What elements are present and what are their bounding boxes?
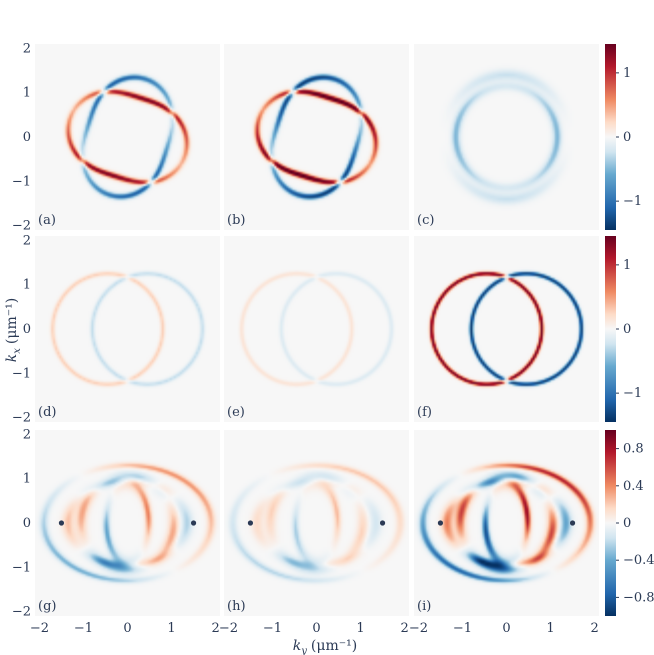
heatmap-image [35, 236, 220, 422]
x-tick-label: 1 [546, 621, 554, 636]
heatmap-image [35, 44, 220, 230]
y-tick-label: 0 [23, 516, 31, 531]
heatmap-image [35, 430, 220, 616]
panel-a: (a) [35, 44, 220, 230]
panel-label: (i) [417, 599, 431, 614]
colorbar-gradient [605, 236, 616, 422]
heatmap-image [224, 236, 409, 422]
y-tick-label: 2 [23, 233, 31, 248]
heatmap-image [224, 44, 409, 230]
x-axis-title-unit: (μm⁻¹) [311, 638, 357, 654]
x-tick-label: 2 [590, 621, 598, 636]
y-tick-label: −1 [12, 560, 31, 575]
panel-label: (e) [227, 405, 245, 420]
colorbar-row-1: 1 0 −1 [605, 44, 642, 230]
panel-i: (i) [414, 430, 599, 616]
heatmap-image [224, 430, 409, 616]
y-tick-label: 1 [23, 278, 31, 293]
x-tick-label: 0 [502, 621, 510, 636]
colorbar-row-3: 0.8 0.4 0 −0.4 −0.8 [605, 430, 654, 616]
x-tick-label: −1 [453, 621, 472, 636]
panel-label: (g) [38, 599, 56, 614]
heatmap-image [414, 430, 599, 616]
colorbar-tick-label: 1 [623, 258, 631, 273]
x-axis-title-subscript: y [300, 646, 307, 655]
colorbar-tick-label: −0.4 [623, 553, 654, 568]
panel-label: (f) [417, 405, 432, 420]
panels-layer: (a) (b) (c) (d) (e) (f) (g) (h) (i) [35, 44, 599, 616]
colorbar-tick-label: 0.4 [623, 479, 644, 494]
colorbar-tick-label: −0.8 [623, 590, 654, 605]
x-tick-label: −1 [263, 621, 282, 636]
x-tick-label: 2 [211, 621, 219, 636]
axes-layer: ky (μm⁻¹) kx(μm⁻¹) −2−1012−2−1012−2−1012−… [4, 41, 599, 655]
colorbar-tick-label: 0 [623, 130, 631, 145]
panel-label: (a) [38, 213, 56, 228]
panel-d: (d) [35, 236, 220, 422]
x-tick-label: −2 [219, 621, 238, 636]
marker-point [58, 520, 65, 526]
panel-c: (c) [414, 44, 599, 230]
panel-g: (g) [35, 430, 220, 616]
marker-point [569, 520, 576, 526]
colorbar-gradient [605, 44, 616, 230]
colorbar-tick-label: 0 [623, 516, 631, 531]
x-tick-label: 0 [123, 621, 131, 636]
panel-label: (b) [227, 213, 245, 228]
y-tick-label: 2 [23, 427, 31, 442]
y-tick-label: −2 [12, 411, 31, 426]
colorbar-gradient [605, 430, 616, 616]
y-axis-title-subscript: x [12, 348, 23, 354]
y-tick-label: −1 [12, 174, 31, 189]
panel-b: (b) [224, 44, 409, 230]
y-tick-label: −2 [12, 219, 31, 234]
x-tick-label: −1 [74, 621, 93, 636]
colorbars-layer: 1 0 −1 1 0 −1 0.8 0.4 0 −0.4 −0.8 [605, 44, 654, 616]
marker-point [437, 520, 444, 526]
y-tick-label: 2 [23, 41, 31, 56]
marker-point [247, 520, 254, 526]
x-tick-label: 1 [167, 621, 175, 636]
x-tick-label: −2 [30, 621, 49, 636]
y-tick-label: 1 [23, 472, 31, 487]
colorbar-tick-label: 0 [623, 322, 631, 337]
y-tick-label: 0 [23, 130, 31, 145]
panel-e: (e) [224, 236, 409, 422]
y-tick-label: 1 [23, 86, 31, 101]
x-axis-title-symbol: k [293, 638, 301, 654]
marker-point [379, 520, 386, 526]
panel-label: (d) [38, 405, 56, 420]
y-tick-label: −2 [12, 605, 31, 620]
x-tick-label: 0 [312, 621, 320, 636]
panel-f: (f) [414, 236, 599, 422]
y-axis-title-symbol: k [4, 354, 20, 362]
heatmap-image [414, 236, 599, 422]
colorbar-tick-label: 0.8 [623, 442, 644, 457]
y-axis-title-unit: (μm⁻¹) [4, 298, 20, 344]
x-axis-title: ky (μm⁻¹) [293, 638, 357, 655]
panel-label: (c) [417, 213, 434, 228]
colorbar-tick-label: 1 [623, 66, 631, 81]
panel-h: (h) [224, 430, 409, 616]
y-tick-label: −1 [12, 366, 31, 381]
x-tick-label: −2 [409, 621, 428, 636]
x-tick-label: 1 [356, 621, 364, 636]
y-tick-label: 0 [23, 322, 31, 337]
colorbar-tick-label: −1 [623, 386, 642, 401]
panel-label: (h) [227, 599, 246, 614]
x-tick-label: 2 [400, 621, 408, 636]
y-axis-title: kx (μm⁻¹) [4, 298, 23, 362]
heatmap-image [414, 44, 599, 230]
colorbar-tick-label: −1 [623, 194, 642, 209]
colorbar-row-2: 1 0 −1 [605, 236, 642, 422]
marker-point [190, 520, 197, 526]
